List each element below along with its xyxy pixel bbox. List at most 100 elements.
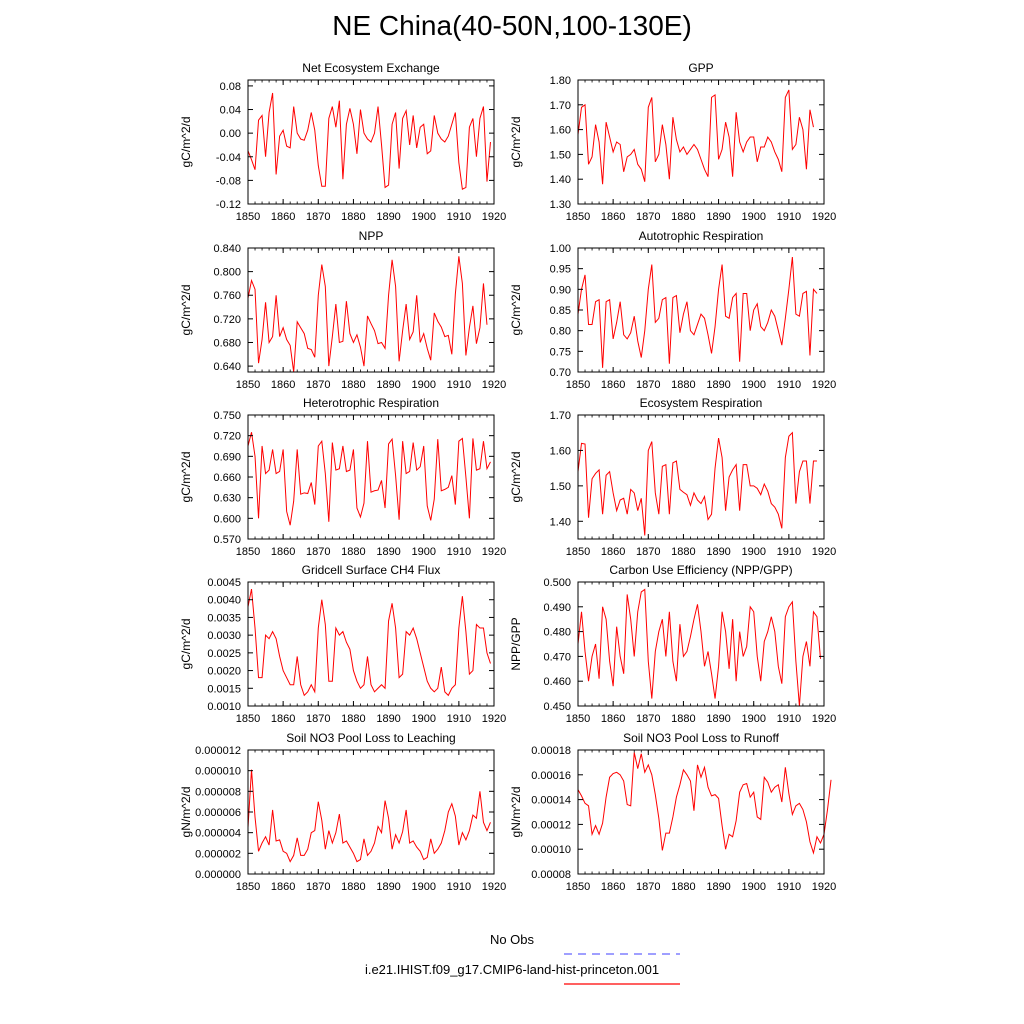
plot-frame: [577, 414, 825, 540]
legend-obs-label: No Obs: [489, 932, 535, 947]
x-tick-label: 1890: [706, 881, 730, 893]
y-tick-label: 1.40: [550, 174, 571, 186]
series-line: [577, 257, 818, 368]
y-tick-label: 0.00014: [531, 795, 571, 807]
series-line: [577, 89, 814, 185]
chart-title: Gridcell Surface CH4 Flux: [302, 563, 441, 577]
y-tick-label: 0.570: [213, 534, 241, 546]
y-tick-label: 0.70: [550, 367, 571, 379]
x-tick-label: 1860: [271, 211, 295, 223]
plot-frame: [577, 247, 825, 373]
x-tick-label: 1910: [777, 211, 801, 223]
y-tick-label: 0.0010: [207, 701, 241, 713]
x-tick-label: 1920: [482, 546, 506, 558]
x-tick-label: 1880: [341, 881, 365, 893]
x-tick-label: 1920: [812, 211, 836, 223]
plot-frame: [247, 749, 495, 875]
y-tick-label: 1.60: [550, 445, 571, 457]
x-tick-label: 1870: [306, 881, 330, 893]
y-axis-label: gC/m^2/d: [509, 117, 523, 168]
x-tick-label: 1880: [341, 713, 365, 725]
x-tick-label: 1860: [271, 546, 295, 558]
y-tick-label: 0.04: [220, 105, 241, 117]
y-tick-label: 0.630: [213, 493, 241, 505]
y-tick-label: 0.690: [213, 451, 241, 463]
x-tick-label: 1900: [741, 546, 765, 558]
chart-title: Ecosystem Respiration: [640, 396, 763, 410]
x-tick-label: 1900: [741, 881, 765, 893]
plot-frame: [247, 247, 495, 373]
x-tick-label: 1850: [566, 379, 590, 391]
y-axis-label: gC/m^2/d: [179, 117, 193, 168]
series-line: [577, 588, 821, 707]
x-tick-label: 1880: [341, 379, 365, 391]
y-axis-label: gC/m^2/d: [509, 285, 523, 336]
x-tick-label: 1870: [636, 713, 660, 725]
plot-frame: [577, 749, 825, 875]
chart-panel-2: GPP gC/m^2/d 1850 1860 1870 1880 1890 1900 1910 1…: [509, 61, 836, 223]
x-tick-label: 1900: [741, 379, 765, 391]
x-tick-label: 1900: [411, 379, 435, 391]
plot-frame: [577, 79, 825, 205]
y-tick-label: 0.0030: [207, 630, 241, 642]
y-tick-label: 0.840: [213, 243, 241, 255]
plot-frame: [247, 581, 495, 707]
x-tick-label: 1850: [236, 713, 260, 725]
x-tick-label: 1910: [777, 881, 801, 893]
series-line: [577, 431, 817, 536]
x-tick-label: 1910: [447, 379, 471, 391]
y-tick-label: 0.480: [543, 627, 571, 639]
page-title: NE China(40-50N,100-130E): [332, 10, 692, 41]
y-tick-label: 0.0025: [207, 648, 241, 660]
x-tick-label: 1920: [812, 881, 836, 893]
x-tick-label: 1900: [411, 211, 435, 223]
y-tick-label: -0.08: [216, 175, 241, 187]
x-tick-label: 1870: [306, 713, 330, 725]
y-axis-label: gN/m^2/d: [509, 787, 523, 838]
chart-panel-9: Soil NO3 Pool Loss to Leaching gN/m^2/d 18…: [179, 731, 506, 893]
x-tick-label: 1870: [306, 379, 330, 391]
y-tick-label: 1.40: [550, 516, 571, 528]
y-axis-label: gC/m^2/d: [509, 452, 523, 503]
x-tick-label: 1910: [777, 546, 801, 558]
x-tick-label: 1850: [236, 211, 260, 223]
y-tick-label: 0.000008: [195, 786, 241, 798]
legend-obs-line: [564, 953, 680, 955]
y-axis-label: gC/m^2/d: [179, 285, 193, 336]
y-tick-label: 0.00008: [531, 869, 571, 881]
chart-title: Carbon Use Efficiency (NPP/GPP): [609, 563, 792, 577]
x-tick-label: 1850: [566, 211, 590, 223]
y-tick-label: 0.640: [213, 361, 241, 373]
y-tick-label: 0.680: [213, 337, 241, 349]
y-axis-label: NPP/GPP: [509, 617, 523, 670]
x-tick-label: 1850: [566, 713, 590, 725]
series-line: [247, 256, 488, 373]
x-tick-label: 1850: [236, 546, 260, 558]
y-tick-label: -0.12: [216, 199, 241, 211]
x-tick-label: 1910: [447, 546, 471, 558]
y-tick-label: 0.000010: [195, 766, 241, 778]
y-tick-label: 1.50: [550, 481, 571, 493]
x-tick-label: 1890: [376, 211, 400, 223]
x-tick-label: 1910: [447, 713, 471, 725]
chart-title: Soil NO3 Pool Loss to Runoff: [623, 731, 780, 745]
y-tick-label: 0.000002: [195, 848, 241, 860]
legend-model-line: [564, 983, 680, 985]
x-tick-label: 1860: [601, 713, 625, 725]
x-tick-label: 1910: [777, 713, 801, 725]
chart-panel-5: Heterotrophic Respiration gC/m^2/d 1850 186…: [179, 396, 506, 558]
x-tick-label: 1920: [812, 379, 836, 391]
x-tick-label: 1920: [482, 713, 506, 725]
y-tick-label: -0.04: [216, 152, 241, 164]
x-tick-label: 1910: [777, 379, 801, 391]
x-tick-label: 1880: [671, 881, 695, 893]
x-tick-label: 1890: [376, 713, 400, 725]
y-tick-label: 0.470: [543, 651, 571, 663]
x-tick-label: 1860: [271, 379, 295, 391]
x-tick-label: 1880: [671, 379, 695, 391]
y-tick-label: 0.720: [213, 431, 241, 443]
x-tick-label: 1900: [741, 211, 765, 223]
x-tick-label: 1870: [636, 546, 660, 558]
chart-panel-8: Carbon Use Efficiency (NPP/GPP) NPP/GPP 18…: [509, 563, 836, 725]
x-tick-label: 1880: [341, 211, 365, 223]
